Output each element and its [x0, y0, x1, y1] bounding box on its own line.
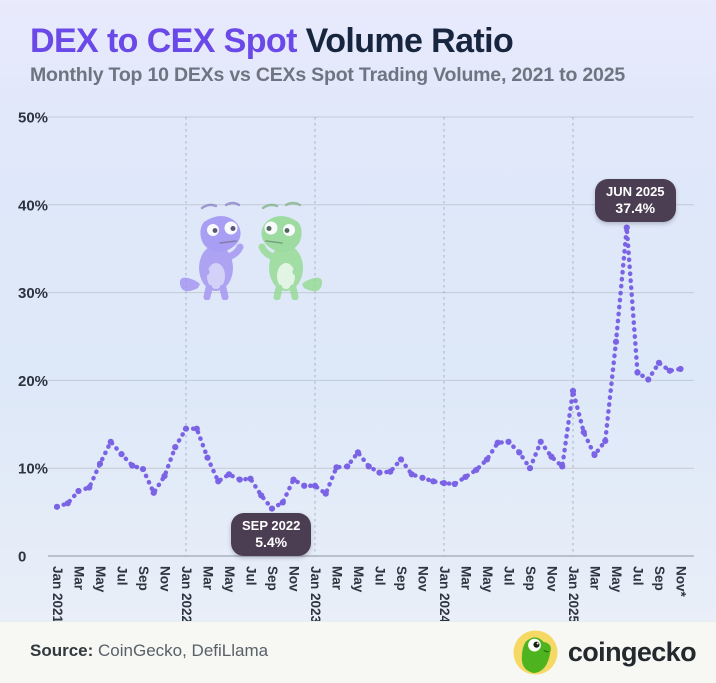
y-tick-label: 0 — [18, 549, 26, 566]
y-gridlines-and-labels: 50% 40% 30% 20% 10% 0 — [18, 110, 694, 566]
x-tick-label: Jul — [244, 566, 259, 586]
x-tick-label: Jul — [115, 566, 130, 586]
x-tick-label: Sep — [265, 566, 280, 591]
annotation-sep-2022: SEP 2022 5.4% — [231, 513, 312, 556]
coingecko-logo-icon — [513, 630, 558, 675]
title-rest: Volume Ratio — [296, 22, 514, 60]
annotation-value: 5.4% — [255, 534, 288, 550]
x-tick-label: Jul — [373, 566, 388, 586]
x-tick-label: Mar — [330, 566, 345, 591]
x-tick-label: Nov — [287, 566, 302, 592]
gecko-mascots-illustration — [179, 201, 323, 300]
x-tick-label: Nov — [416, 566, 431, 592]
data-point-markers — [53, 224, 684, 512]
x-tick-label: Jan 2022 — [179, 566, 194, 623]
y-tick-label: 50% — [18, 110, 48, 127]
x-tick-label: Nov — [158, 566, 173, 592]
annotation-label: JUN 2025 — [606, 184, 665, 199]
x-tick-label: Sep — [136, 566, 151, 591]
source-label: Source: — [30, 641, 94, 660]
x-tick-label: Jan 2021 — [50, 566, 65, 624]
x-tick-label: Mar — [72, 566, 87, 591]
source-value: CoinGecko, DefiLlama — [93, 641, 269, 660]
x-tick-label: Mar — [201, 566, 216, 591]
page-title: DEX to CEX Spot Volume Ratio — [30, 22, 514, 61]
x-tick-label: May — [93, 566, 108, 593]
x-tick-label: Mar — [459, 566, 474, 591]
x-tick-label: Nov* — [674, 566, 689, 598]
january-gridlines — [185, 117, 574, 556]
x-tick-label: Jan 2024 — [437, 566, 452, 624]
footer-bar: Source: CoinGecko, DefiLlama coingecko — [0, 621, 716, 683]
x-tick-label: Jul — [631, 566, 646, 586]
y-tick-label: 10% — [18, 461, 48, 478]
x-tick-label: Sep — [394, 566, 409, 591]
x-tick-label: May — [480, 566, 495, 593]
x-tick-label: May — [222, 566, 237, 593]
page-subtitle: Monthly Top 10 DEXs vs CEXs Spot Trading… — [30, 64, 625, 86]
x-tick-label: Jan 2023 — [308, 566, 323, 624]
x-tick-label: Jul — [502, 566, 517, 586]
annotation-value: 37.4% — [615, 200, 656, 216]
x-tick-label: May — [609, 566, 624, 593]
coingecko-brand: coingecko — [512, 629, 697, 676]
x-tick-label: Nov — [545, 566, 560, 592]
y-tick-label: 20% — [18, 373, 48, 390]
y-tick-label: 30% — [18, 285, 48, 302]
x-tick-labels: Jan 2021 Mar May Jul Sep Nov Jan 2022 Mar May Jul… — [50, 566, 689, 624]
brand-wordmark: coingecko — [567, 637, 697, 667]
x-tick-label: Jan 2025 — [566, 566, 581, 624]
x-tick-label: Mar — [588, 566, 603, 591]
title-highlight: DEX to CEX Spot — [30, 22, 297, 60]
x-tick-label: Sep — [652, 566, 667, 591]
annotation-jun-2025: JUN 2025 37.4% — [595, 179, 676, 222]
x-tick-label: May — [351, 566, 366, 593]
x-tick-label: Sep — [523, 566, 538, 591]
annotation-label: SEP 2022 — [242, 518, 301, 533]
y-tick-label: 40% — [18, 197, 48, 214]
source-attribution: Source: CoinGecko, DefiLlama — [30, 641, 268, 661]
